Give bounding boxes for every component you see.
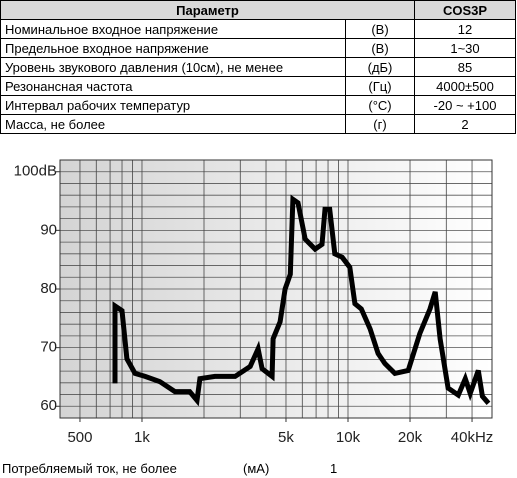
param-name: Уровень звукового давления (10см), не ме… xyxy=(0,57,346,77)
y-tick-label: 60 xyxy=(40,397,57,414)
y-tick-label: 100dB xyxy=(14,163,57,180)
param-value: 1~30 xyxy=(414,38,516,58)
param-value: 2 xyxy=(414,114,516,134)
table-row: Предельное входное напряжение (В) 1~30 xyxy=(0,38,516,58)
param-value: 4000±500 xyxy=(414,76,516,96)
table-row: Уровень звукового давления (10см), не ме… xyxy=(0,57,516,77)
table-row: Масса, не более (г) 2 xyxy=(0,114,516,134)
param-name: Интервал рабочих температур xyxy=(0,95,346,115)
x-tick-label: 20k xyxy=(398,429,423,446)
footer-label: Потребляемый ток, не более xyxy=(2,461,177,476)
param-name: Номинальное входное напряжение xyxy=(0,19,346,39)
table-row: Номинальное входное напряжение (В) 12 xyxy=(0,19,516,39)
x-tick-label: 10k xyxy=(336,429,361,446)
response-curve xyxy=(112,194,491,407)
param-unit: (В) xyxy=(345,38,415,58)
y-tick-label: 90 xyxy=(40,221,57,238)
table-body: Номинальное входное напряжение (В) 12 Преде… xyxy=(0,19,516,134)
x-tick-label: 5k xyxy=(278,429,294,446)
footer: Потребляемый ток, не более (мА) 1 xyxy=(0,461,517,477)
y-tick-label: 80 xyxy=(40,280,57,297)
param-name: Резонансная частота xyxy=(0,76,346,96)
table-row: Резонансная частота (Гц) 4000±500 xyxy=(0,76,516,96)
spec-table: Параметр COS3P Номинальное входное напря… xyxy=(0,0,516,134)
param-name: Масса, не более xyxy=(0,114,346,134)
param-value: -20 ~ +100 xyxy=(414,95,516,115)
x-tick-label: 40kHz xyxy=(451,429,494,446)
footer-unit: (мА) xyxy=(243,461,270,476)
x-tick-label: 500 xyxy=(67,429,92,446)
param-unit: (г) xyxy=(345,114,415,134)
param-value: 85 xyxy=(414,57,516,77)
chart: 60 70 80 90 100dB 500 1k 5k 10k 20k 40kHz xyxy=(14,159,494,446)
footer-value: 1 xyxy=(330,461,338,476)
param-value: 12 xyxy=(414,19,516,39)
y-tick-label: 70 xyxy=(40,339,57,356)
header-cell: COS3P xyxy=(414,0,516,20)
param-unit: (дБ) xyxy=(345,57,415,77)
x-tick-label: 1k xyxy=(134,429,150,446)
header-row: Параметр COS3P xyxy=(0,0,516,20)
param-unit: (Гц) xyxy=(345,76,415,96)
param-unit: (°С) xyxy=(345,95,415,115)
param-name: Предельное входное напряжение xyxy=(0,38,346,58)
table-row: Интервал рабочих температур (°С) -20 ~ +10… xyxy=(0,95,516,115)
param-unit: (В) xyxy=(345,19,415,39)
header-cell: Параметр xyxy=(0,0,415,20)
